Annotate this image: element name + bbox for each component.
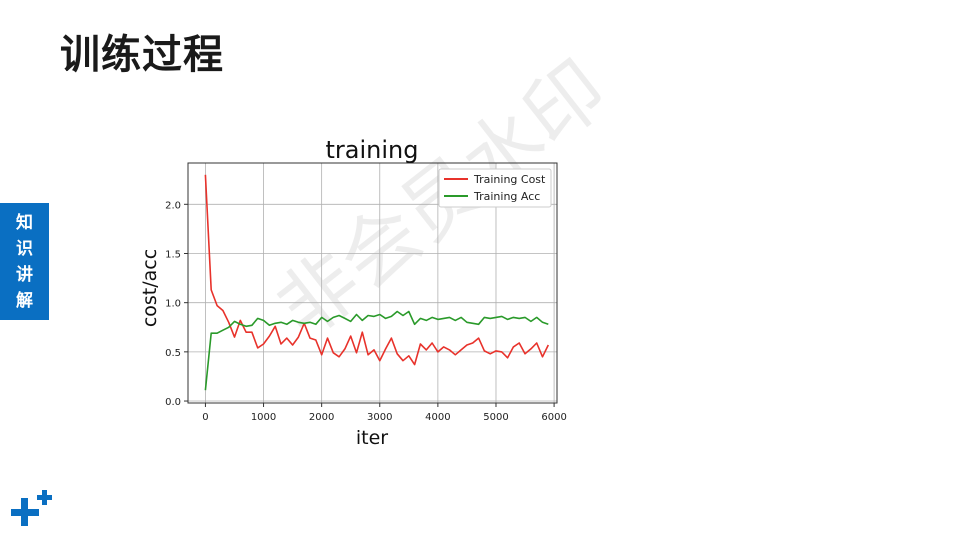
side-tab-char: 解 <box>16 290 33 311</box>
chart-legend: Training Cost Training Acc <box>438 168 552 208</box>
plot-frame <box>187 162 558 404</box>
series-line-training-acc <box>204 310 549 391</box>
x-tick-label: 6000 <box>541 412 566 423</box>
side-tab-char: 识 <box>16 238 33 259</box>
knowledge-side-tab[interactable]: 知 识 讲 解 <box>0 203 49 320</box>
x-tick-label: 2000 <box>309 412 334 423</box>
plus-logo <box>11 490 52 526</box>
slide-title: 训练过程 <box>60 32 224 78</box>
x-tick-label: 3000 <box>367 412 392 423</box>
series-line-training-cost <box>204 174 550 366</box>
y-tick-label: 1.5 <box>165 249 181 260</box>
legend-label-cost: Training Cost <box>473 173 546 186</box>
side-tab-char: 讲 <box>16 264 33 285</box>
chart-series <box>204 174 550 391</box>
x-tick-label: 5000 <box>483 412 508 423</box>
y-axis-label: cost/acc <box>139 249 161 327</box>
x-axis-label: iter <box>356 427 388 449</box>
y-tick-label: 0.5 <box>165 348 181 359</box>
chart-ticks: 0 1000 2000 3000 4000 5000 6000 0.0 0.5 1.0 1.5 2.0 <box>165 200 567 423</box>
training-chart: 0 1000 2000 3000 4000 5000 6000 0.0 0.5 1.0 1.5 2.0… <box>139 136 567 449</box>
chart-title: training <box>326 136 419 164</box>
y-tick-label: 1.0 <box>165 299 181 310</box>
x-tick-label: 4000 <box>425 412 450 423</box>
side-tab-char: 知 <box>16 212 33 233</box>
y-tick-label: 2.0 <box>165 200 181 211</box>
x-tick-label: 1000 <box>251 412 276 423</box>
y-tick-label: 0.0 <box>165 397 181 408</box>
legend-label-acc: Training Acc <box>473 190 540 203</box>
x-tick-label: 0 <box>202 412 208 423</box>
